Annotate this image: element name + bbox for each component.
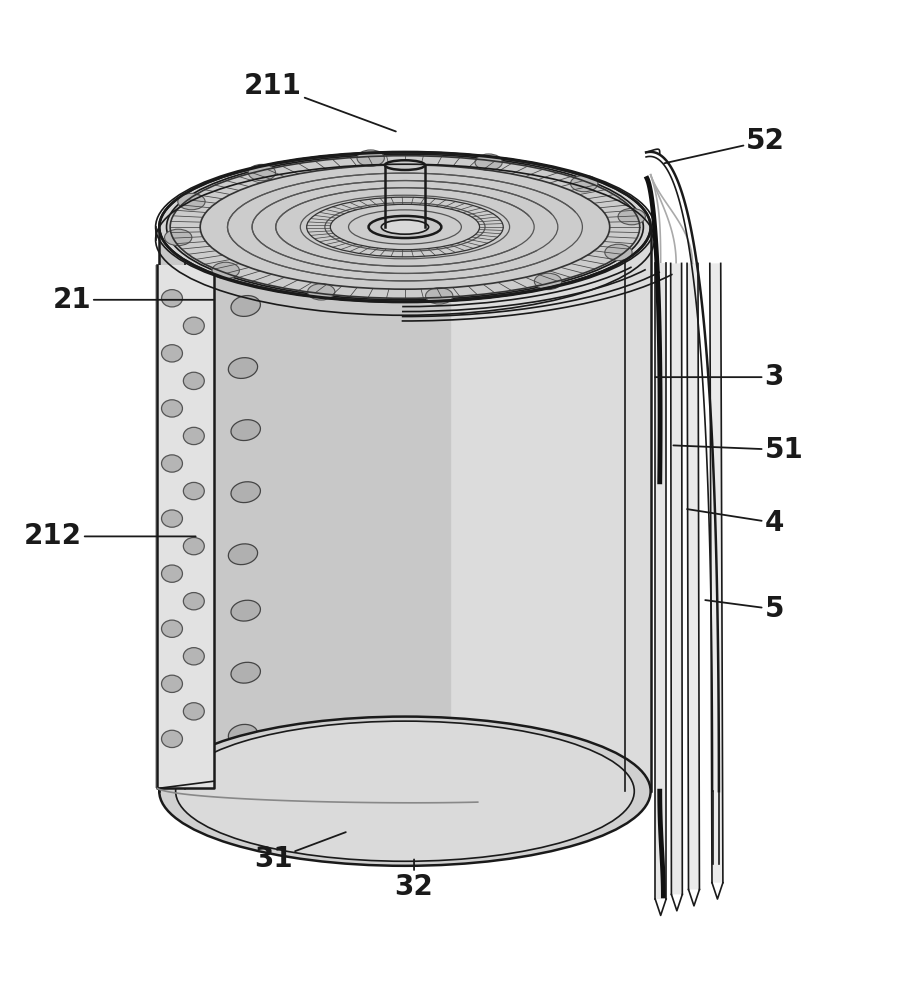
Ellipse shape <box>178 725 204 744</box>
Polygon shape <box>687 263 700 889</box>
Text: 21: 21 <box>53 286 214 314</box>
Ellipse shape <box>183 427 204 445</box>
Ellipse shape <box>161 455 182 472</box>
Text: 4: 4 <box>687 509 784 537</box>
Ellipse shape <box>159 717 651 866</box>
Ellipse shape <box>165 229 192 246</box>
Ellipse shape <box>369 216 441 238</box>
Text: 211: 211 <box>244 72 396 131</box>
Ellipse shape <box>176 669 201 688</box>
Ellipse shape <box>475 154 502 170</box>
Ellipse shape <box>159 152 651 302</box>
Polygon shape <box>655 263 666 899</box>
Ellipse shape <box>176 721 634 861</box>
Ellipse shape <box>426 288 453 304</box>
Ellipse shape <box>183 648 204 665</box>
Ellipse shape <box>231 420 260 441</box>
Ellipse shape <box>228 358 258 378</box>
Ellipse shape <box>212 262 239 279</box>
Text: 51: 51 <box>673 436 804 464</box>
Text: 3: 3 <box>655 363 784 391</box>
Ellipse shape <box>174 330 199 349</box>
Ellipse shape <box>228 544 258 565</box>
Text: 52: 52 <box>664 127 785 163</box>
Ellipse shape <box>161 345 182 362</box>
Ellipse shape <box>185 160 625 294</box>
Ellipse shape <box>178 556 204 575</box>
Ellipse shape <box>183 482 204 500</box>
Ellipse shape <box>176 500 201 519</box>
Ellipse shape <box>178 612 204 632</box>
Ellipse shape <box>178 274 204 293</box>
Ellipse shape <box>176 387 201 406</box>
Ellipse shape <box>357 150 384 166</box>
Ellipse shape <box>248 164 276 181</box>
Polygon shape <box>159 227 651 791</box>
Polygon shape <box>671 263 682 894</box>
Ellipse shape <box>161 510 182 527</box>
Ellipse shape <box>161 290 182 307</box>
Text: 212: 212 <box>24 522 196 550</box>
Ellipse shape <box>177 193 205 210</box>
Ellipse shape <box>231 662 260 683</box>
Ellipse shape <box>228 724 258 745</box>
Ellipse shape <box>571 175 598 192</box>
Ellipse shape <box>161 620 182 637</box>
Text: 5: 5 <box>705 595 784 623</box>
Ellipse shape <box>183 703 204 720</box>
Ellipse shape <box>161 675 182 692</box>
Ellipse shape <box>183 372 204 390</box>
Ellipse shape <box>534 273 561 290</box>
Ellipse shape <box>231 600 260 621</box>
Ellipse shape <box>161 730 182 748</box>
Ellipse shape <box>308 284 335 300</box>
Ellipse shape <box>231 296 260 316</box>
Polygon shape <box>157 265 214 788</box>
Ellipse shape <box>161 400 182 417</box>
Ellipse shape <box>618 208 645 225</box>
Ellipse shape <box>183 317 204 334</box>
Ellipse shape <box>183 537 204 555</box>
Polygon shape <box>710 263 723 883</box>
Ellipse shape <box>178 443 204 462</box>
Ellipse shape <box>381 220 429 234</box>
Polygon shape <box>159 227 450 791</box>
Text: 32: 32 <box>395 859 433 901</box>
Ellipse shape <box>605 244 632 261</box>
Polygon shape <box>155 265 214 788</box>
Ellipse shape <box>167 154 643 300</box>
Ellipse shape <box>385 160 425 170</box>
Ellipse shape <box>183 593 204 610</box>
Text: 31: 31 <box>254 832 346 873</box>
Ellipse shape <box>231 482 260 503</box>
Ellipse shape <box>161 565 182 582</box>
